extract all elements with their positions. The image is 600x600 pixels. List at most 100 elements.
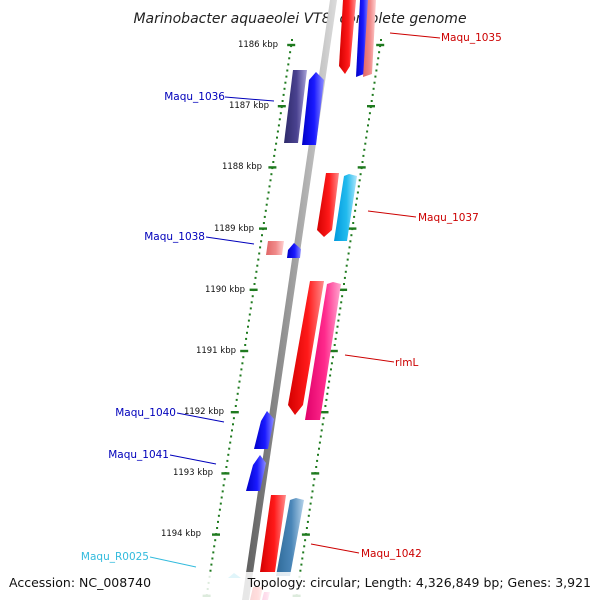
ruler-dot (378, 51, 381, 54)
ruler-dot (341, 295, 344, 298)
kbp-label: 1187 kbp (229, 101, 269, 111)
ruler-major-tick (311, 472, 320, 475)
ruler-dot (228, 447, 231, 450)
label-Maqu_1035[interactable]: Maqu_1035 (441, 32, 502, 44)
ruler-dot (331, 356, 334, 359)
gene-Maqu_1036[interactable] (284, 70, 307, 143)
ruler-dot (343, 276, 346, 279)
ruler-dot (244, 344, 247, 346)
gene-Maqu_1042[interactable] (260, 495, 286, 572)
ruler-dot (253, 283, 256, 285)
ruler-dot (242, 356, 245, 359)
ruler-dot (316, 459, 319, 462)
ruler-dot (380, 39, 382, 41)
ruler-dot (313, 478, 316, 481)
ruler-dot (346, 258, 349, 261)
ruler-dot (281, 100, 284, 102)
ruler-dot (322, 417, 325, 420)
ruler-dot (320, 429, 323, 432)
ruler-dot (237, 386, 240, 389)
ruler-dot (374, 75, 377, 78)
ruler-dot (303, 545, 306, 548)
gene-labels: Maqu_1035 Maqu_1036 Maqu_1037 Maqu_1038 … (81, 32, 502, 563)
ruler-dot (329, 374, 332, 377)
ruler-dot (232, 417, 235, 420)
ruler-dot (217, 514, 220, 517)
ruler-dot (255, 270, 258, 273)
label-Maqu_1042[interactable]: Maqu_1042 (361, 548, 422, 560)
ruler-dot (321, 423, 324, 426)
ruler-major-tick (348, 227, 357, 230)
gene-rlmL[interactable] (288, 281, 324, 415)
gene-Maqu_1040[interactable] (254, 411, 274, 449)
ruler-dot (270, 173, 273, 176)
ruler-dot (308, 508, 311, 511)
ruler-dot (299, 569, 302, 572)
ruler-dot (232, 423, 234, 426)
gene-neighbor[interactable] (287, 243, 301, 258)
ruler-dot (264, 209, 267, 212)
label-rlmL[interactable]: rlmL (395, 357, 418, 369)
label-Maqu_1040[interactable]: Maqu_1040 (115, 407, 176, 419)
gene-Maqu_1037[interactable] (317, 173, 339, 237)
ruler-dot (259, 246, 262, 249)
ruler-dot (216, 527, 219, 529)
ruler-dot (217, 520, 219, 523)
leader-Maqu_1038 (205, 236, 255, 245)
gene-Maqu_1041[interactable] (246, 455, 266, 491)
ruler-dot (279, 112, 282, 115)
kbp-label: 1194 kbp (161, 529, 201, 539)
ruler-dot (327, 386, 330, 389)
gene-neighbor[interactable] (356, 0, 369, 77)
ruler-dot (326, 392, 329, 395)
ruler-dot (315, 466, 318, 468)
label-Maqu_R0025[interactable]: Maqu_R0025 (81, 551, 149, 563)
genome-backbone (242, 0, 337, 600)
ruler-dot (287, 63, 290, 66)
kbp-label: 1189 kbp (214, 224, 254, 234)
ruler-dot (317, 453, 319, 456)
leader-Maqu_R0025 (149, 556, 197, 568)
ruler-dot (226, 459, 229, 462)
ruler-dot (282, 93, 285, 96)
ruler-dot (246, 331, 248, 334)
ruler-dot (371, 93, 374, 96)
ruler-dot (227, 453, 230, 456)
ruler-dot (337, 319, 340, 322)
ruler-dot (219, 502, 222, 505)
ruler-dot (236, 392, 239, 395)
ruler-dot (343, 283, 345, 285)
ruler-dot (229, 441, 232, 444)
ruler-dot (375, 69, 378, 72)
ruler-dot (225, 466, 228, 468)
ruler-dot (283, 87, 286, 90)
accession-text: Accession: NC_008740 (9, 575, 151, 590)
label-Maqu_1038[interactable]: Maqu_1038 (144, 231, 205, 243)
ruler-dot (260, 240, 263, 243)
kbp-label: 1188 kbp (222, 162, 262, 172)
gene-neighbor[interactable] (334, 174, 357, 241)
gene-Maqu_1038[interactable] (266, 241, 284, 255)
gene-features (228, 0, 376, 600)
kbp-label: 1186 kbp (238, 40, 278, 50)
ruler-major-tick (357, 166, 366, 169)
ruler-dot (345, 264, 348, 267)
label-Maqu_1041[interactable]: Maqu_1041 (108, 449, 169, 461)
topology-text: Topology: circular; Length: 4,326,849 bp… (247, 575, 591, 590)
label-leaders (149, 32, 441, 568)
ruler-dot (362, 154, 365, 157)
ruler-dot (288, 57, 291, 60)
ruler-dot (273, 154, 276, 157)
ruler-dot (304, 539, 307, 542)
gene-neighbor[interactable] (363, 0, 376, 77)
gene-neighbor[interactable] (276, 498, 304, 576)
label-Maqu_1037[interactable]: Maqu_1037 (418, 212, 479, 224)
ruler-major-tick (259, 227, 267, 230)
label-Maqu_1036[interactable]: Maqu_1036 (164, 91, 225, 103)
gene-neighbor[interactable] (302, 72, 324, 145)
gene-neighbor[interactable] (305, 282, 341, 420)
ruler-dot (272, 161, 275, 163)
ruler-dot (267, 191, 270, 194)
gene-Maqu_1035[interactable] (339, 0, 356, 74)
ruler-dot (221, 490, 224, 493)
